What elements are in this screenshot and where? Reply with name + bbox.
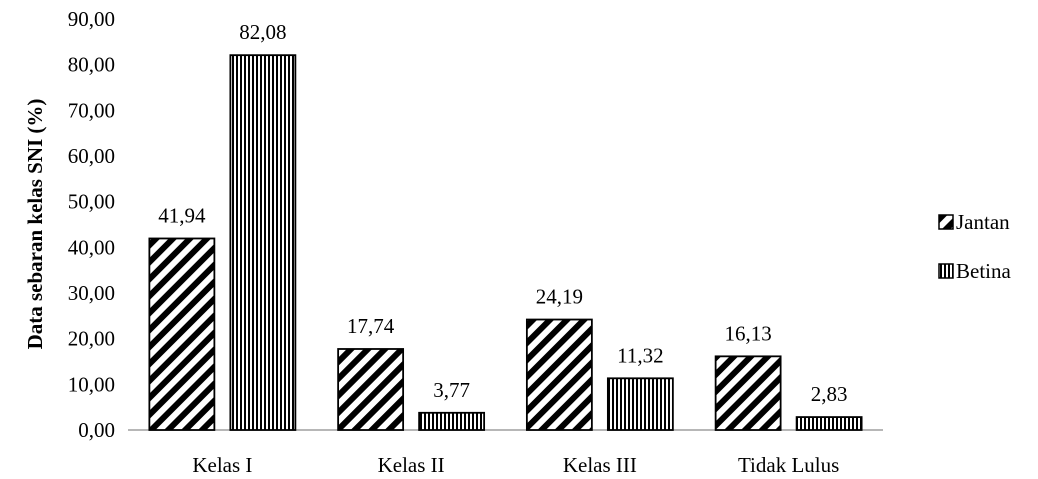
legend-swatch-jantan <box>938 214 954 230</box>
data-labels: 41,94 82,08 17,74 3,77 24,19 11,32 16,13 2,83 <box>158 20 847 406</box>
y-axis-ticks: 0,00 10,00 20,00 30,00 40,00 50,00 60,00 70,00 8… <box>68 7 115 442</box>
bar-betina <box>418 411 486 431</box>
x-tick-label: Kelas II <box>378 453 445 477</box>
bar-jantan <box>337 348 405 431</box>
data-label: 3,77 <box>433 378 470 402</box>
bar-betina <box>795 416 863 431</box>
y-tick-label: 40,00 <box>68 235 115 259</box>
y-tick-label: 70,00 <box>68 98 115 122</box>
bar-group <box>148 54 863 431</box>
y-tick-label: 80,00 <box>68 53 115 77</box>
x-tick-label: Kelas III <box>563 453 637 477</box>
bar-jantan <box>148 237 216 431</box>
y-tick-label: 50,00 <box>68 190 115 214</box>
bar-jantan <box>525 318 593 431</box>
y-tick-label: 0,00 <box>78 418 115 442</box>
category-labels: Kelas I Kelas II Kelas III Tidak Lulus <box>192 453 839 477</box>
legend-swatch-betina <box>938 263 954 279</box>
legend-label-jantan: Jantan <box>956 210 1010 234</box>
data-label: 17,74 <box>347 314 395 338</box>
y-tick-label: 90,00 <box>68 7 115 31</box>
bar-betina <box>229 54 297 431</box>
bar-betina <box>606 377 674 431</box>
data-label: 11,32 <box>617 343 663 367</box>
x-tick-label: Tidak Lulus <box>738 453 839 477</box>
y-tick-label: 60,00 <box>68 144 115 168</box>
data-label: 41,94 <box>158 203 206 227</box>
data-label: 24,19 <box>536 285 583 309</box>
y-tick-label: 20,00 <box>68 327 115 351</box>
legend-label-betina: Betina <box>956 259 1011 283</box>
data-label: 2,83 <box>811 382 848 406</box>
bar-jantan <box>714 355 782 431</box>
y-tick-label: 10,00 <box>68 372 115 396</box>
data-label: 82,08 <box>239 20 286 44</box>
x-tick-label: Kelas I <box>192 453 252 477</box>
data-label: 16,13 <box>725 321 772 345</box>
y-tick-label: 30,00 <box>68 281 115 305</box>
legend: Jantan Betina <box>938 210 1011 283</box>
y-axis-label: Data sebaran kelas SNI (%) <box>23 99 47 350</box>
